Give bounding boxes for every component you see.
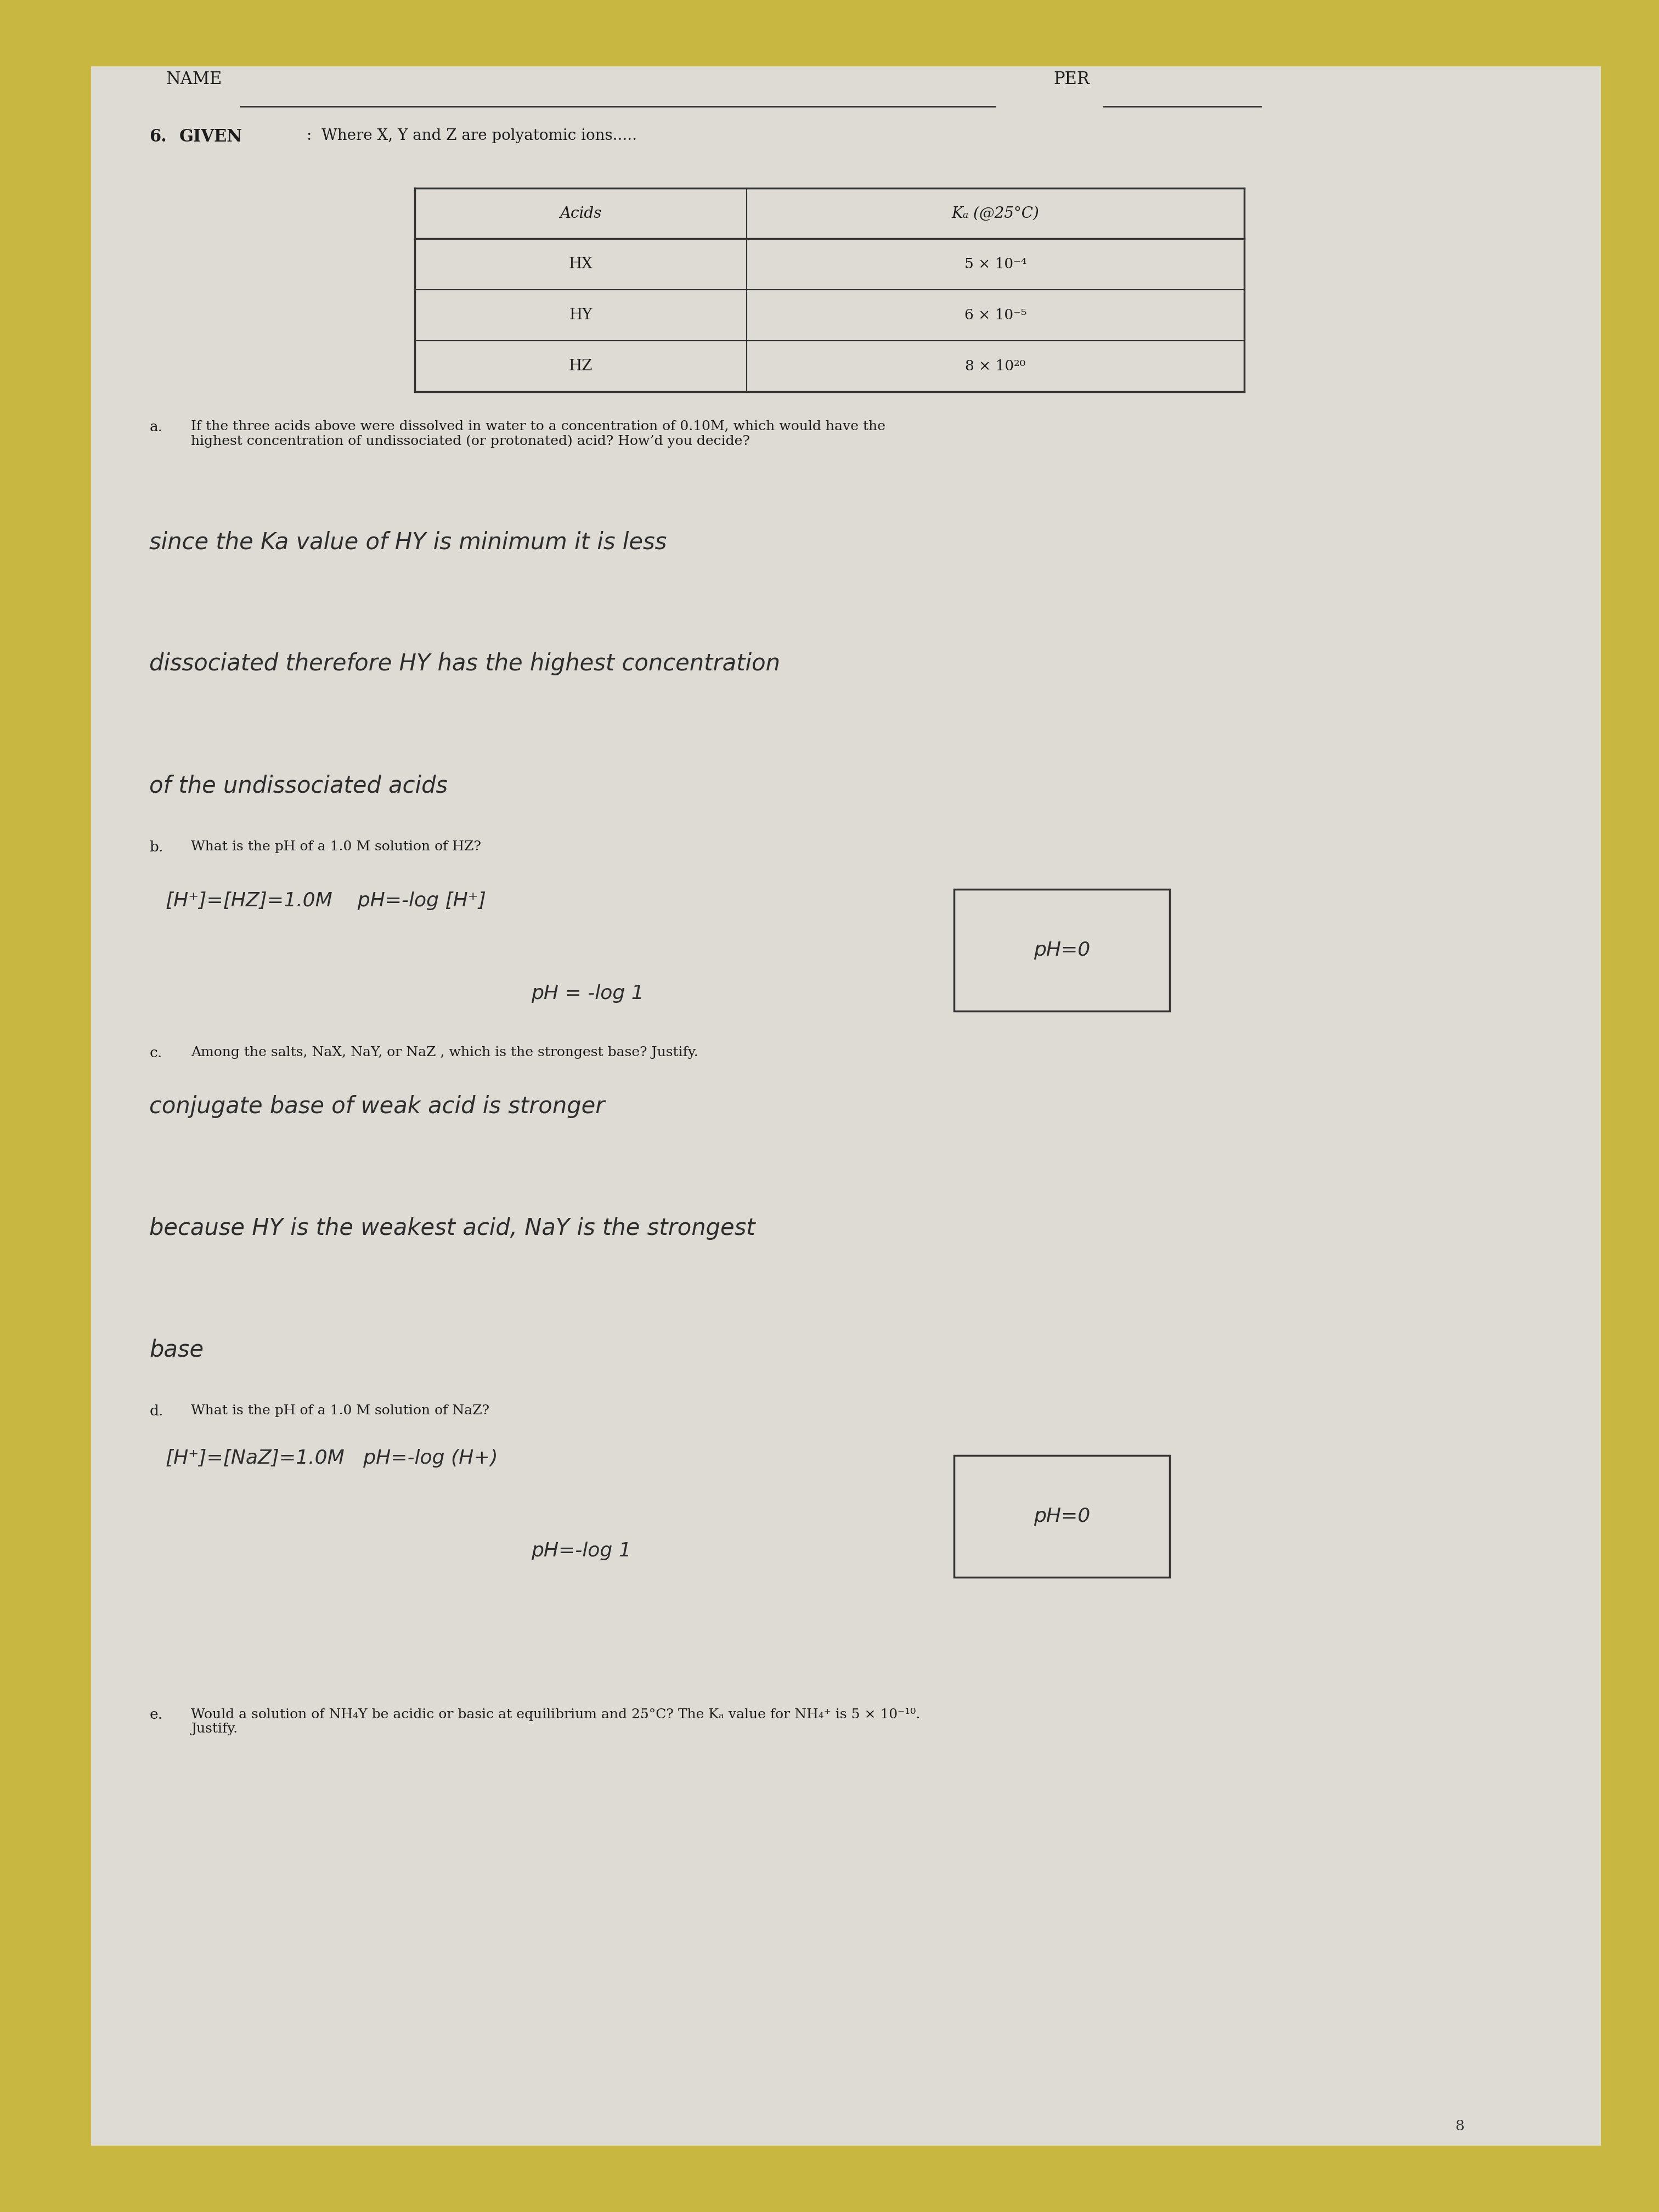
Text: If the three acids above were dissolved in water to a concentration of 0.10M, wh: If the three acids above were dissolved … [191, 420, 886, 447]
Text: Among the salts, NaX, NaY, or NaZ , which is the strongest base? Justify.: Among the salts, NaX, NaY, or NaZ , whic… [191, 1046, 698, 1060]
Text: base: base [149, 1338, 204, 1360]
Text: GIVEN: GIVEN [179, 128, 242, 146]
Text: :  Where X, Y and Z are polyatomic ions.....: : Where X, Y and Z are polyatomic ions..… [307, 128, 637, 144]
Text: pH=-log 1: pH=-log 1 [531, 1542, 630, 1559]
Text: [H⁺]=[HZ]=1.0M    pH=-log [H⁺]: [H⁺]=[HZ]=1.0M pH=-log [H⁺] [166, 891, 486, 909]
Text: of the undissociated acids: of the undissociated acids [149, 774, 448, 796]
Text: b.: b. [149, 841, 163, 854]
Text: NAME: NAME [166, 71, 222, 88]
Text: PER: PER [1053, 71, 1090, 88]
Text: [H⁺]=[NaZ]=1.0M   pH=-log (H+): [H⁺]=[NaZ]=1.0M pH=-log (H+) [166, 1449, 498, 1467]
Text: 5 × 10⁻⁴: 5 × 10⁻⁴ [964, 257, 1027, 272]
FancyBboxPatch shape [954, 1455, 1170, 1577]
Text: pH = -log 1: pH = -log 1 [531, 984, 644, 1002]
Text: a.: a. [149, 420, 163, 434]
Text: c.: c. [149, 1046, 163, 1060]
Text: HY: HY [569, 307, 592, 323]
Text: since the Ka value of HY is minimum it is less: since the Ka value of HY is minimum it i… [149, 531, 667, 553]
Text: conjugate base of weak acid is stronger: conjugate base of weak acid is stronger [149, 1095, 606, 1117]
Text: HZ: HZ [569, 358, 592, 374]
Text: HX: HX [569, 257, 592, 272]
Text: Kₐ (@25°C): Kₐ (@25°C) [952, 206, 1039, 221]
Text: pH=0: pH=0 [1034, 940, 1090, 960]
Text: What is the pH of a 1.0 M solution of NaZ?: What is the pH of a 1.0 M solution of Na… [191, 1405, 489, 1418]
Text: d.: d. [149, 1405, 163, 1418]
Text: What is the pH of a 1.0 M solution of HZ?: What is the pH of a 1.0 M solution of HZ… [191, 841, 481, 854]
Text: 6 × 10⁻⁵: 6 × 10⁻⁵ [964, 307, 1027, 323]
Text: because HY is the weakest acid, NaY is the strongest: because HY is the weakest acid, NaY is t… [149, 1217, 755, 1239]
Text: 8: 8 [1455, 2119, 1465, 2132]
Text: 8 × 10²⁰: 8 × 10²⁰ [966, 358, 1025, 374]
Text: Acids: Acids [559, 206, 602, 221]
FancyBboxPatch shape [954, 889, 1170, 1011]
Text: dissociated therefore HY has the highest concentration: dissociated therefore HY has the highest… [149, 653, 780, 675]
Text: 6.: 6. [149, 128, 166, 146]
Text: Would a solution of NH₄Y be acidic or basic at equilibrium and 25°C? The Kₐ valu: Would a solution of NH₄Y be acidic or ba… [191, 1708, 921, 1736]
Text: pH=0: pH=0 [1034, 1506, 1090, 1526]
Text: e.: e. [149, 1708, 163, 1721]
